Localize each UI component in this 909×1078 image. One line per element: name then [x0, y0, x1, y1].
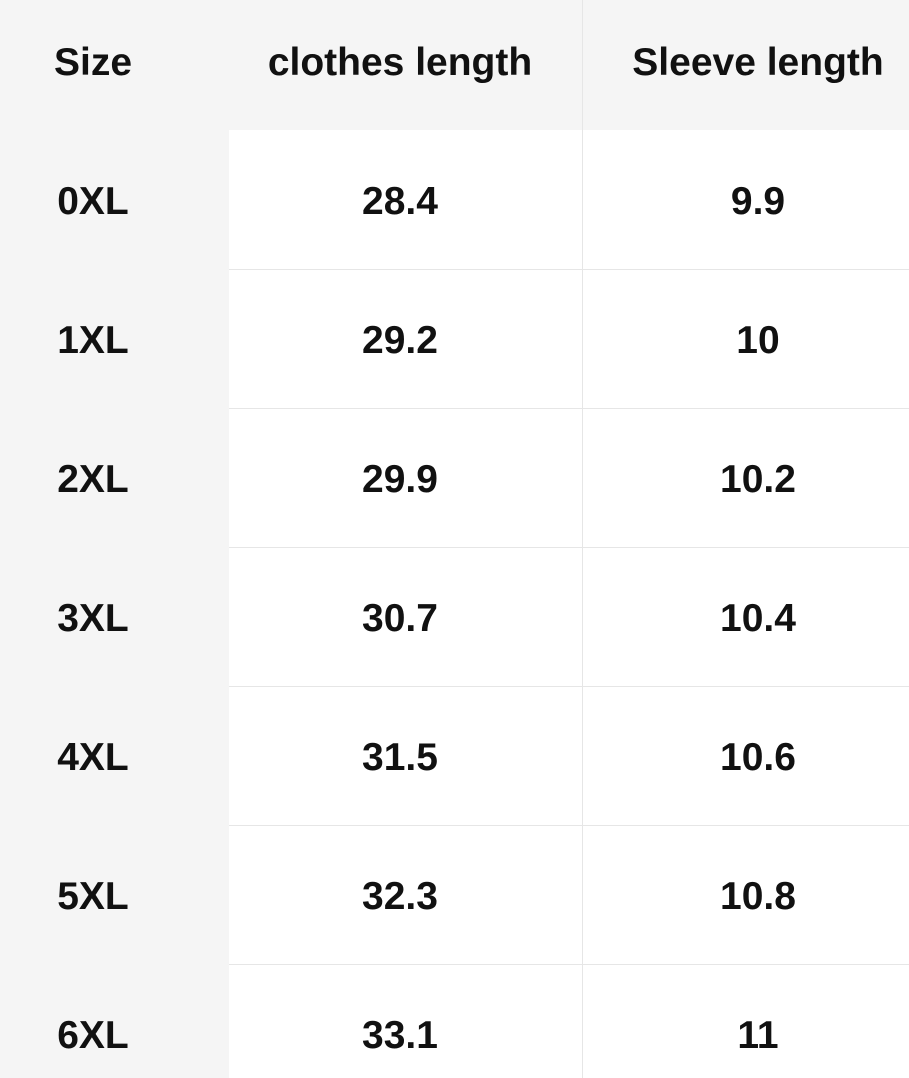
row-divider — [229, 686, 909, 687]
size-cell: 5XL — [57, 874, 129, 918]
column-divider — [582, 0, 583, 1078]
size-cell: 3XL — [57, 596, 129, 640]
row-divider — [229, 408, 909, 409]
header-cell: Sleeve length — [632, 41, 884, 84]
value-cell: 28.4 — [362, 179, 438, 223]
value-cell: 33.1 — [362, 1013, 438, 1057]
value-cell: 30.7 — [362, 596, 438, 640]
size-cell: 6XL — [57, 1013, 129, 1057]
row-divider — [229, 269, 909, 270]
value-cell: 10.6 — [720, 735, 796, 779]
size-cell: 0XL — [57, 179, 129, 223]
row-divider — [229, 547, 909, 548]
value-cell: 29.2 — [362, 318, 438, 362]
value-cell: 9.9 — [730, 179, 786, 223]
value-cell: 11 — [737, 1013, 779, 1057]
value-cell: 10.4 — [720, 596, 796, 640]
data-area — [229, 130, 909, 1078]
value-cell: 29.9 — [362, 457, 438, 501]
header-cell: Size — [53, 41, 133, 84]
header-cell: clothes length — [267, 41, 533, 84]
value-cell: 32.3 — [362, 874, 438, 918]
size-cell: 4XL — [57, 735, 129, 779]
value-cell: 10.2 — [720, 457, 796, 501]
value-cell: 10.8 — [720, 874, 796, 918]
value-cell: 10 — [736, 318, 780, 362]
size-cell: 1XL — [57, 318, 129, 362]
value-cell: 31.5 — [362, 735, 438, 779]
row-divider — [229, 964, 909, 965]
row-divider — [229, 825, 909, 826]
size-cell: 2XL — [57, 457, 129, 501]
